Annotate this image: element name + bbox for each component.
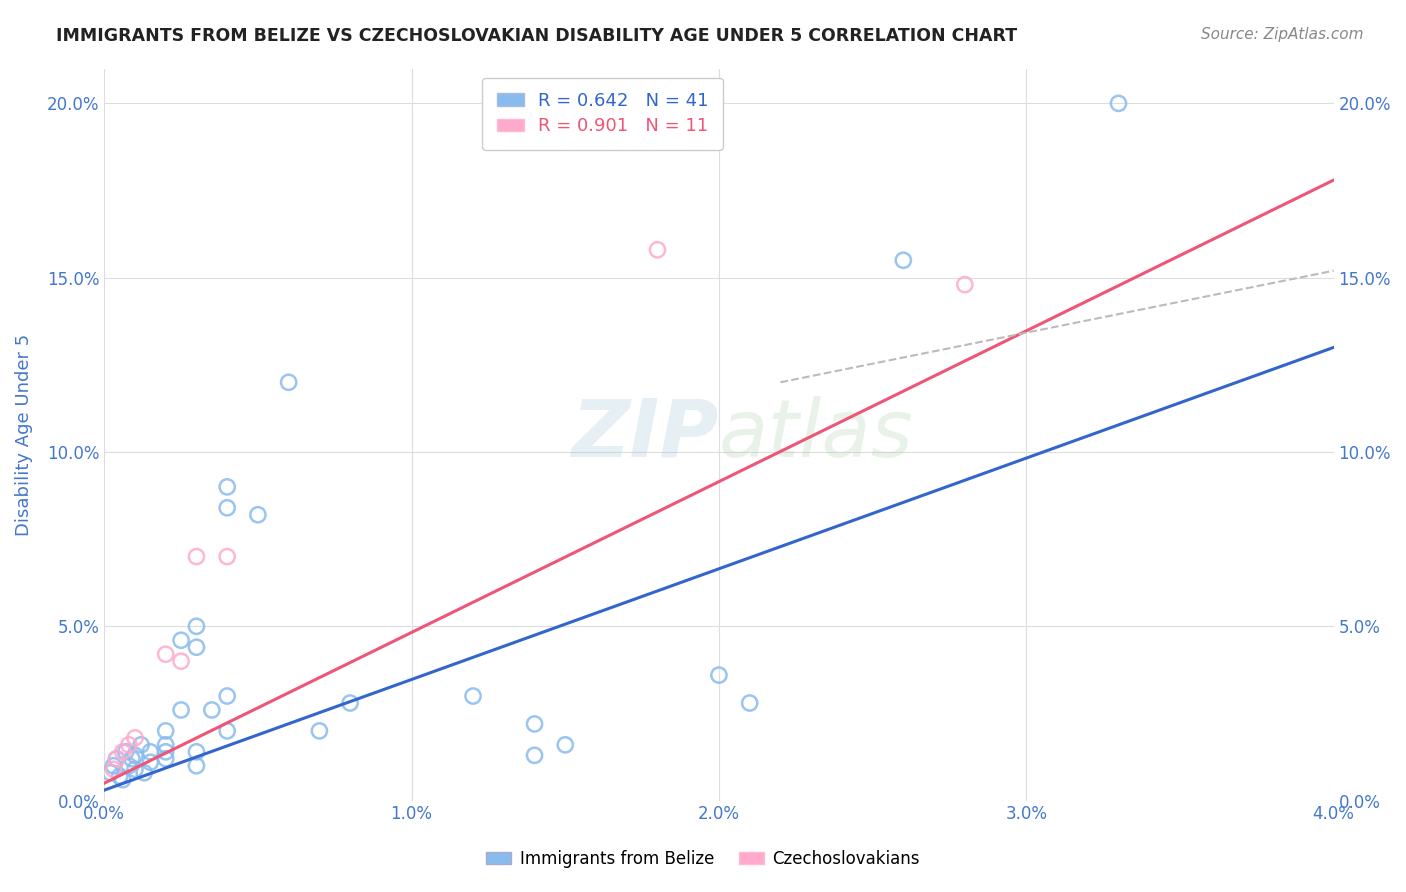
Immigrants from Belize <box>103 758 125 772</box>
Immigrants from Belize <box>105 752 128 766</box>
Immigrants from Belize <box>217 500 239 515</box>
Immigrants from Belize <box>129 738 152 752</box>
Immigrants from Belize <box>100 765 122 780</box>
Immigrants from Belize <box>217 723 239 738</box>
Czechoslovakians <box>103 762 125 776</box>
Immigrants from Belize <box>707 668 730 682</box>
Immigrants from Belize <box>246 508 269 522</box>
Legend: R = 0.642   N = 41, R = 0.901   N = 11: R = 0.642 N = 41, R = 0.901 N = 11 <box>482 78 723 150</box>
Czechoslovakians <box>124 731 146 745</box>
Czechoslovakians <box>953 277 976 292</box>
Immigrants from Belize <box>111 772 134 787</box>
Czechoslovakians <box>118 738 141 752</box>
Czechoslovakians <box>647 243 669 257</box>
Immigrants from Belize <box>139 745 162 759</box>
Immigrants from Belize <box>139 756 162 770</box>
Text: IMMIGRANTS FROM BELIZE VS CZECHOSLOVAKIAN DISABILITY AGE UNDER 5 CORRELATION CHA: IMMIGRANTS FROM BELIZE VS CZECHOSLOVAKIA… <box>56 27 1018 45</box>
Immigrants from Belize <box>186 745 208 759</box>
Immigrants from Belize <box>124 762 146 776</box>
Immigrants from Belize <box>118 758 141 772</box>
Immigrants from Belize <box>186 758 208 772</box>
Immigrants from Belize <box>121 752 143 766</box>
Immigrants from Belize <box>108 769 131 783</box>
Immigrants from Belize <box>201 703 224 717</box>
Y-axis label: Disability Age Under 5: Disability Age Under 5 <box>15 334 32 536</box>
Immigrants from Belize <box>114 745 136 759</box>
Immigrants from Belize <box>170 703 193 717</box>
Immigrants from Belize <box>339 696 361 710</box>
Czechoslovakians <box>105 752 128 766</box>
Text: atlas: atlas <box>718 395 914 474</box>
Immigrants from Belize <box>523 717 546 731</box>
Immigrants from Belize <box>155 745 177 759</box>
Immigrants from Belize <box>1108 96 1130 111</box>
Immigrants from Belize <box>217 480 239 494</box>
Immigrants from Belize <box>277 376 299 390</box>
Immigrants from Belize <box>554 738 576 752</box>
Immigrants from Belize <box>523 748 546 763</box>
Immigrants from Belize <box>170 633 193 648</box>
Immigrants from Belize <box>461 689 484 703</box>
Immigrants from Belize <box>186 619 208 633</box>
Czechoslovakians <box>186 549 208 564</box>
Czechoslovakians <box>170 654 193 668</box>
Text: ZIP: ZIP <box>572 395 718 474</box>
Immigrants from Belize <box>134 765 156 780</box>
Immigrants from Belize <box>217 689 239 703</box>
Immigrants from Belize <box>155 738 177 752</box>
Czechoslovakians <box>217 549 239 564</box>
Immigrants from Belize <box>891 253 914 268</box>
Immigrants from Belize <box>155 752 177 766</box>
Immigrants from Belize <box>186 640 208 655</box>
Text: Source: ZipAtlas.com: Source: ZipAtlas.com <box>1201 27 1364 42</box>
Immigrants from Belize <box>308 723 330 738</box>
Legend: Immigrants from Belize, Czechoslovakians: Immigrants from Belize, Czechoslovakians <box>479 844 927 875</box>
Czechoslovakians <box>155 647 177 661</box>
Immigrants from Belize <box>155 723 177 738</box>
Immigrants from Belize <box>124 748 146 763</box>
Immigrants from Belize <box>738 696 761 710</box>
Czechoslovakians <box>111 745 134 759</box>
